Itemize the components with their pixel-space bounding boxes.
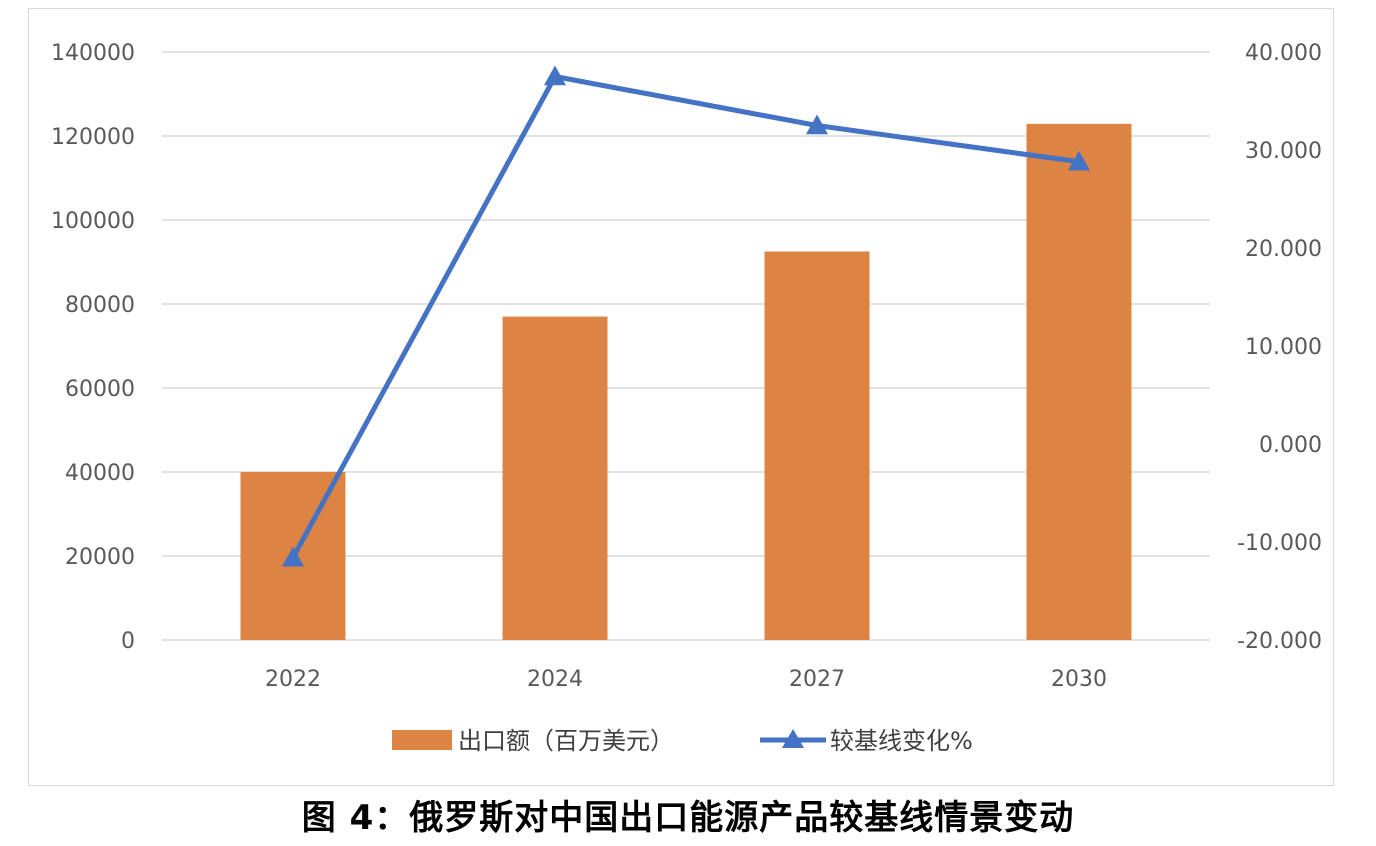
triangle-marker [806, 114, 828, 135]
triangle-marker [1068, 150, 1090, 171]
y-left-tick-label: 20000 [65, 545, 135, 570]
y-right-tick-label: -20.000 [1237, 629, 1322, 654]
y-left-tick-label: 60000 [65, 377, 135, 402]
y-left-tick-label: 120000 [51, 125, 135, 150]
legend-swatch-bar [392, 730, 452, 750]
y-right-tick-label: 0.000 [1259, 433, 1322, 458]
y-left-tick-label: 80000 [65, 293, 135, 318]
y-right-tick-label: 20.000 [1245, 237, 1322, 262]
y-right-tick-label: 40.000 [1245, 41, 1322, 66]
figure-caption: 图 4：俄罗斯对中国出口能源产品较基线情景变动 [301, 798, 1075, 838]
triangle-marker [544, 65, 566, 86]
y-left-tick-label: 0 [121, 629, 135, 654]
combo-chart: 0 20000 40000 60000 80000 100000 120000 140000 -… [51, 41, 1322, 755]
x-tick-label: 2024 [527, 667, 583, 692]
x-tick-label: 2027 [789, 667, 845, 692]
bar [502, 316, 608, 640]
x-tick-label: 2022 [265, 667, 321, 692]
y-left-tick-label: 40000 [65, 461, 135, 486]
bar [764, 251, 870, 640]
y-right-tick-label: 30.000 [1245, 139, 1322, 164]
triangle-marker [282, 546, 304, 567]
y-left-tick-label: 140000 [51, 41, 135, 66]
legend-label: 较基线变化% [830, 727, 973, 755]
y-left-tick-label: 100000 [51, 209, 135, 234]
bar [1026, 123, 1132, 640]
y-right-tick-label: 10.000 [1245, 335, 1322, 360]
x-tick-label: 2030 [1051, 667, 1107, 692]
legend-marker [782, 729, 804, 748]
line-series [290, 74, 1080, 559]
legend-label: 出口额（百万美元） [458, 727, 674, 755]
y-right-tick-label: -10.000 [1237, 531, 1322, 556]
